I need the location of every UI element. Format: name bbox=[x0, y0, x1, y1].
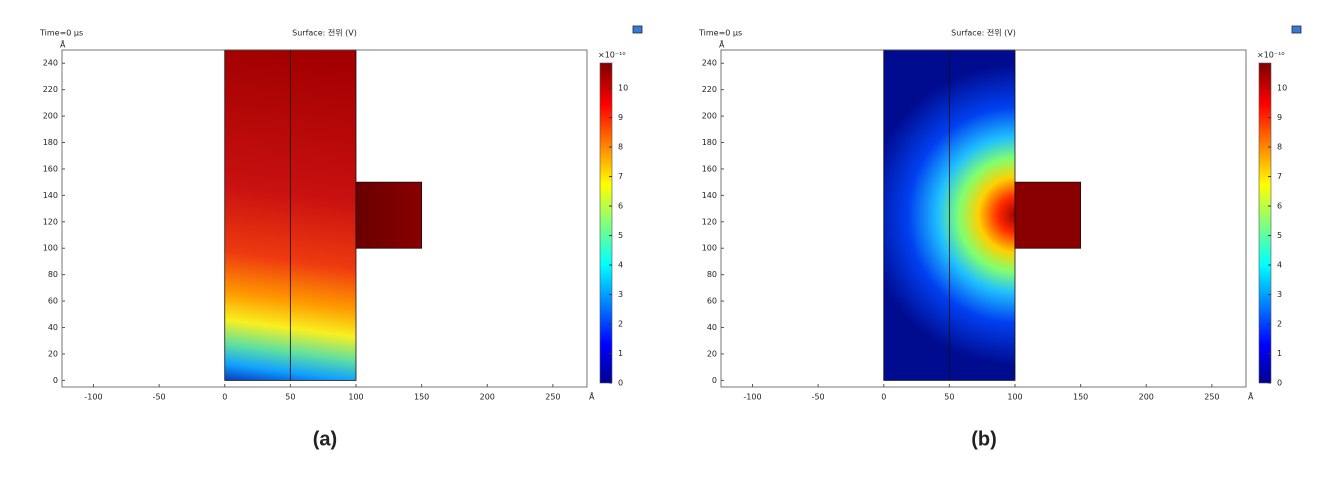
colorbar-tick-label: 0 bbox=[1277, 379, 1282, 388]
y-tick-label: 160 bbox=[43, 164, 58, 173]
y-tick-label: 0 bbox=[53, 376, 58, 385]
colorbar-tick-label: 8 bbox=[1277, 143, 1282, 152]
x-tick-label: 250 bbox=[1204, 393, 1219, 402]
plot-frame bbox=[720, 49, 1247, 388]
domain bbox=[948, 49, 1016, 381]
colorbar-tick-label: 7 bbox=[618, 172, 623, 181]
colorbar-tick-label: 7 bbox=[1277, 172, 1282, 181]
colorbar-multiplier: ×10⁻¹⁰ bbox=[1257, 51, 1285, 60]
y-tick-label: 240 bbox=[702, 59, 717, 68]
colorbar-tick-label: 3 bbox=[1277, 290, 1282, 299]
plot-frame bbox=[61, 49, 588, 388]
domain bbox=[355, 181, 423, 249]
colorbar bbox=[599, 62, 613, 384]
colorbar-tick-label: 6 bbox=[1277, 202, 1282, 211]
y-tick-label: 200 bbox=[43, 112, 58, 121]
colorbar-tick-label: 2 bbox=[618, 320, 623, 329]
y-tick-label: 160 bbox=[702, 164, 717, 173]
y-tick-label: 60 bbox=[48, 297, 58, 306]
y-tick-label: 40 bbox=[48, 323, 58, 332]
x-tick-label: -100 bbox=[743, 393, 761, 402]
colorbar-tick-label: 3 bbox=[618, 290, 623, 299]
y-tick-label: 80 bbox=[707, 270, 717, 279]
caption: (b) bbox=[971, 428, 997, 450]
y-tick-label: 80 bbox=[48, 270, 58, 279]
x-tick-label: 0 bbox=[881, 393, 886, 402]
x-tick-label: 0 bbox=[222, 393, 227, 402]
x-tick-label: 50 bbox=[944, 393, 954, 402]
export-icon[interactable] bbox=[632, 25, 643, 34]
colorbar-tick-label: 5 bbox=[1277, 231, 1282, 240]
plot-title: Surface: 전위 (V) bbox=[951, 28, 1016, 38]
y-tick-label: 140 bbox=[43, 191, 58, 200]
y-unit: Å bbox=[60, 39, 66, 50]
x-unit: Å bbox=[589, 391, 595, 402]
time-label: Time=0 μs bbox=[39, 29, 83, 38]
x-tick-label: 150 bbox=[414, 393, 429, 402]
colorbar-tick-label: 6 bbox=[618, 202, 623, 211]
caption: (a) bbox=[313, 428, 337, 450]
x-tick-label: 200 bbox=[480, 393, 495, 402]
export-icon[interactable] bbox=[1291, 25, 1302, 34]
y-tick-label: 200 bbox=[702, 112, 717, 121]
x-tick-label: -100 bbox=[84, 393, 102, 402]
colorbar-tick-label: 4 bbox=[618, 261, 623, 270]
y-tick-label: 140 bbox=[702, 191, 717, 200]
y-tick-label: 40 bbox=[707, 323, 717, 332]
colorbar-tick-label: 2 bbox=[1277, 320, 1282, 329]
domain bbox=[1014, 181, 1082, 249]
y-tick-label: 180 bbox=[43, 138, 58, 147]
x-tick-label: 150 bbox=[1073, 393, 1088, 402]
colorbar-tick-label: 8 bbox=[618, 143, 623, 152]
y-tick-label: 0 bbox=[712, 376, 717, 385]
domain bbox=[224, 49, 291, 381]
y-tick-label: 220 bbox=[702, 85, 717, 94]
colorbar-tick-label: 4 bbox=[1277, 261, 1282, 270]
colorbar-multiplier: ×10⁻¹⁰ bbox=[598, 51, 626, 60]
y-tick-label: 120 bbox=[702, 217, 717, 226]
x-unit: Å bbox=[1248, 391, 1254, 402]
domain bbox=[883, 49, 950, 381]
x-tick-label: 100 bbox=[1007, 393, 1022, 402]
x-tick-label: 50 bbox=[285, 393, 295, 402]
plot-title: Surface: 전위 (V) bbox=[292, 28, 357, 38]
x-tick-label: 200 bbox=[1139, 393, 1154, 402]
x-tick-label: 100 bbox=[348, 393, 363, 402]
colorbar-tick-label: 1 bbox=[618, 349, 623, 358]
colorbar bbox=[1258, 62, 1272, 384]
colorbar-tick-label: 9 bbox=[618, 113, 623, 122]
y-tick-label: 100 bbox=[702, 244, 717, 253]
y-tick-label: 20 bbox=[48, 349, 58, 358]
y-tick-label: 240 bbox=[43, 59, 58, 68]
colorbar-tick-label: 10 bbox=[618, 84, 628, 93]
domain bbox=[289, 49, 357, 381]
y-tick-label: 100 bbox=[43, 244, 58, 253]
y-tick-label: 120 bbox=[43, 217, 58, 226]
colorbar-tick-label: 0 bbox=[618, 379, 623, 388]
colorbar-tick-label: 1 bbox=[1277, 349, 1282, 358]
x-tick-label: 250 bbox=[545, 393, 560, 402]
y-unit: Å bbox=[719, 39, 725, 50]
colorbar-tick-label: 9 bbox=[1277, 113, 1282, 122]
y-tick-label: 20 bbox=[707, 349, 717, 358]
y-tick-label: 220 bbox=[43, 85, 58, 94]
colorbar-tick-label: 10 bbox=[1277, 84, 1287, 93]
time-label: Time=0 μs bbox=[698, 29, 742, 38]
x-tick-label: -50 bbox=[153, 393, 166, 402]
y-tick-label: 60 bbox=[707, 297, 717, 306]
x-tick-label: -50 bbox=[812, 393, 825, 402]
y-tick-label: 180 bbox=[702, 138, 717, 147]
colorbar-tick-label: 5 bbox=[618, 231, 623, 240]
